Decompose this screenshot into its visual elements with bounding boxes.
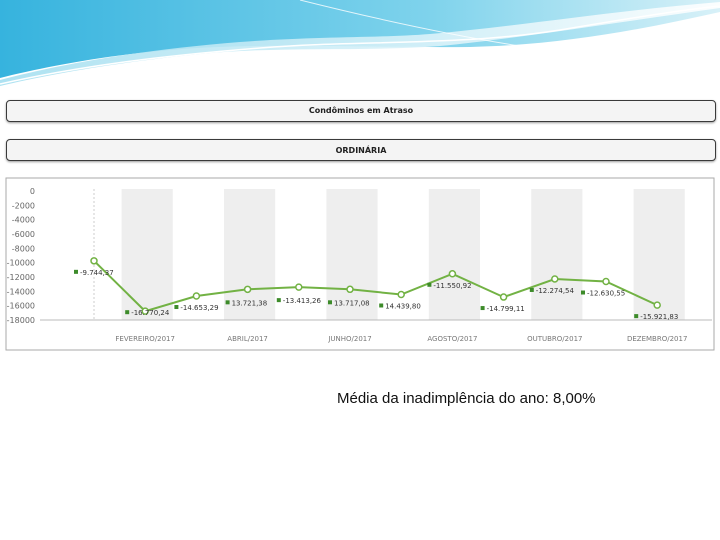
y-tick-label: -8000 <box>12 244 35 253</box>
data-label: -11.550,92 <box>433 282 471 290</box>
data-point <box>192 292 201 300</box>
data-point <box>551 275 559 283</box>
x-tick-label: OUTUBRO/2017 <box>527 335 582 343</box>
data-point <box>448 270 457 278</box>
data-label-marker <box>174 305 179 310</box>
y-tick-label: -2000 <box>12 201 35 210</box>
data-label: -15.921,83 <box>640 313 678 321</box>
y-tick-label: -4000 <box>12 216 35 225</box>
data-point <box>346 285 354 294</box>
data-label-marker <box>74 269 78 274</box>
y-tick-label: 0 <box>30 187 35 196</box>
column-band <box>121 189 173 320</box>
data-label-marker <box>225 300 230 305</box>
x-tick-label: JUNHO/2017 <box>327 335 371 343</box>
data-label: -12.274,54 <box>536 287 575 295</box>
data-label-marker <box>379 303 384 308</box>
data-label: -14.799,11 <box>487 305 525 313</box>
data-point <box>397 290 405 299</box>
column-band <box>326 189 378 320</box>
data-label-marker <box>480 306 485 311</box>
y-tick-label: -18000 <box>7 316 35 325</box>
chart-filter-bar: ORDINÁRIA <box>6 139 716 161</box>
data-label-marker <box>276 298 281 303</box>
data-label: -14.653,29 <box>180 304 218 312</box>
data-label-marker <box>328 300 332 305</box>
data-label: 13.721,38 <box>232 299 268 307</box>
data-point <box>295 283 303 291</box>
y-tick-label: -6000 <box>12 230 35 239</box>
data-label: -9.744,37 <box>80 269 114 277</box>
data-point <box>499 293 508 301</box>
data-label: -13.413,26 <box>283 297 322 305</box>
data-label: -16.770,24 <box>131 309 170 317</box>
data-label: -12.630,55 <box>587 290 625 298</box>
data-label-marker <box>427 282 432 287</box>
column-band <box>428 189 480 320</box>
data-label: 14.439,80 <box>385 302 421 310</box>
y-tick-label: -14000 <box>7 287 35 296</box>
average-delinquency-caption: Média da inadimplência do ano: 8,00% <box>337 390 596 407</box>
chart-title-bar: Condôminos em Atraso <box>6 100 716 122</box>
line-chart: 0 -2000 -4000 -6000 -8000 -10000 -12000 -14000 -… <box>5 177 715 351</box>
data-point <box>653 301 661 309</box>
header-swoosh-decoration <box>0 0 720 86</box>
y-tick-label: -12000 <box>7 273 35 282</box>
x-tick-label: FEVEREIRO/2017 <box>115 335 175 343</box>
chart-title: Condôminos em Atraso <box>308 106 414 115</box>
data-point <box>141 307 149 315</box>
data-label-marker <box>581 290 585 295</box>
data-label: 13.717,08 <box>334 299 370 307</box>
data-label-marker <box>634 314 639 319</box>
data-point <box>243 285 252 294</box>
data-point <box>602 277 610 286</box>
y-tick-label: -10000 <box>7 259 35 268</box>
column-band <box>531 189 583 320</box>
x-tick-label: AGOSTO/2017 <box>427 335 477 343</box>
y-tick-label: -16000 <box>7 302 35 311</box>
column-band <box>633 189 685 320</box>
data-label-marker <box>125 310 130 315</box>
series-line <box>93 260 658 313</box>
data-label-marker <box>529 287 534 292</box>
chart-subtitle: ORDINÁRIA <box>335 146 387 155</box>
x-tick-label: DEZEMBRO/2017 <box>627 335 687 343</box>
x-tick-label: ABRIL/2017 <box>227 335 268 343</box>
data-point <box>90 257 98 265</box>
column-band <box>224 189 276 320</box>
